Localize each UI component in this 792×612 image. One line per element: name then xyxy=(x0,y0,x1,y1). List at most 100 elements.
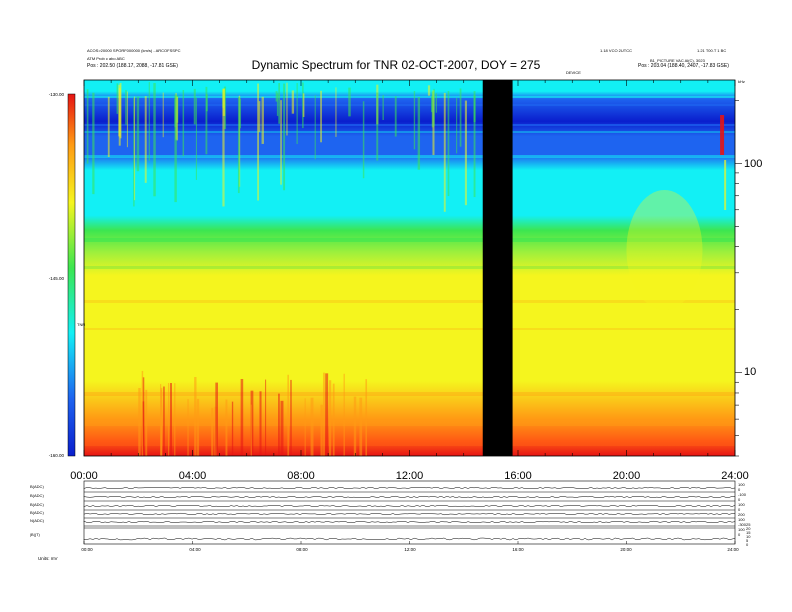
panel-tick: 100 xyxy=(738,527,745,532)
colorbar-tick-top: -130.00 xyxy=(48,92,64,97)
panel-x-tick-label: 24:00 xyxy=(727,547,739,552)
upper-streak xyxy=(148,82,150,161)
header-left-line2: ATM Prob c abo ABC xyxy=(87,56,125,61)
panel-tick: 0 xyxy=(738,487,741,492)
lower-streak xyxy=(359,397,363,456)
lower-streak xyxy=(353,396,357,456)
y-tick-label-100: 100 xyxy=(744,158,763,170)
lower-streak xyxy=(174,383,176,456)
upper-streak xyxy=(92,92,95,195)
panel-frame xyxy=(83,480,736,545)
x-tick-label: 16:00 xyxy=(504,470,532,482)
spectrum-band xyxy=(84,141,735,143)
data-gap-bar xyxy=(482,80,513,456)
upper-streak xyxy=(258,101,261,132)
upper-streak xyxy=(447,90,450,197)
lower-streak xyxy=(287,374,289,456)
spectrum-band xyxy=(84,266,735,269)
spectrum-band xyxy=(84,124,735,126)
upper-streak xyxy=(435,93,437,113)
upper-streak xyxy=(427,85,431,96)
header-right-line1: 1.18 VCO 2UTCC xyxy=(600,48,633,53)
upper-streak xyxy=(335,87,337,137)
colorbar-tick-bottom: -160.00 xyxy=(48,453,64,458)
upper-streak xyxy=(376,92,379,161)
panel-tick: 200 xyxy=(738,512,745,517)
panel-tick: 100 xyxy=(738,517,745,522)
upper-streak xyxy=(459,88,462,147)
spectrum-band xyxy=(84,155,735,158)
lower-streak xyxy=(304,398,306,456)
panel-x-tick-label: 08:00 xyxy=(296,547,308,552)
colorbar-label: TNR xyxy=(77,322,86,327)
colorbar xyxy=(68,94,75,456)
colorbar-tick-mid: -145.00 xyxy=(48,276,64,281)
panel-trace xyxy=(83,504,736,508)
upper-streak xyxy=(286,82,288,136)
panel-x-tick-label: 16:00 xyxy=(512,547,524,552)
burst-tail xyxy=(724,160,727,210)
upper-streak xyxy=(320,90,322,143)
lower-streak xyxy=(168,383,170,456)
spectrum-band xyxy=(84,300,735,303)
upper-streak xyxy=(275,91,278,102)
panel-label: |B|(T) xyxy=(30,532,40,537)
header-right-line2: B1_PICTURE VAC Al(C), 3023 xyxy=(650,58,705,63)
lower-streak xyxy=(250,404,252,456)
emission-patch xyxy=(626,190,703,310)
spectrum-band xyxy=(84,131,735,133)
upper-streak xyxy=(362,101,365,179)
panel-tick: -300 xyxy=(738,522,747,527)
units-footer: Units: mV xyxy=(38,556,58,561)
spectrum-band xyxy=(84,440,735,446)
upper-streak xyxy=(257,83,259,201)
panel-x-tick-label: 12:00 xyxy=(404,547,416,552)
upper-streak xyxy=(182,90,185,157)
panel-tick: 25 xyxy=(746,522,751,527)
colorbar-frame xyxy=(67,93,76,457)
x-tick-label: 04:00 xyxy=(178,470,207,482)
panel-label: N(ADC) xyxy=(30,518,44,523)
x-tick-label: 00:00 xyxy=(70,470,98,482)
upper-streak xyxy=(280,100,282,185)
upper-streak xyxy=(195,97,197,180)
upper-streak xyxy=(261,96,264,144)
header-right-line3: Pos : 203.04 (188.40, 2407, -17.83 GSE) xyxy=(638,63,729,69)
upper-streak xyxy=(464,100,467,206)
panel-x-tick-label: 04:00 xyxy=(189,547,201,552)
upper-streak xyxy=(382,95,384,121)
panel-tick: 100 xyxy=(738,502,745,507)
panel-label: B(ADC) xyxy=(30,493,44,498)
upper-streak xyxy=(133,97,135,207)
header-center-small: DEVICE xyxy=(566,70,581,75)
panel-tick: 5 xyxy=(746,538,749,543)
upper-streak xyxy=(443,92,446,212)
panel-label: B(ADC) xyxy=(30,510,44,515)
upper-streak xyxy=(278,83,281,124)
header-right-line1b: 1.21 T00.T 1 BC xyxy=(697,48,727,53)
spectrum-band xyxy=(84,88,735,91)
upper-streak xyxy=(174,94,177,203)
lower-streak xyxy=(141,370,144,456)
data-gap-layer xyxy=(482,80,513,456)
spectrum-band xyxy=(84,238,735,242)
panel-x-tick-label: 20:00 xyxy=(620,547,632,552)
lower-streak xyxy=(163,386,165,456)
panel-trace xyxy=(83,486,736,490)
upper-streak xyxy=(136,96,140,172)
x-tick-label: 20:00 xyxy=(612,470,641,482)
spectrum-band xyxy=(84,328,735,330)
small-panels xyxy=(83,480,736,545)
lower-streak xyxy=(343,373,345,456)
panel-tick: 10 xyxy=(746,534,751,539)
upper-streak xyxy=(417,97,421,170)
lower-streak xyxy=(231,401,234,456)
upper-streak xyxy=(348,87,351,117)
lower-streak xyxy=(145,389,148,456)
lower-streak xyxy=(328,380,332,456)
upper-streak xyxy=(473,91,476,198)
lower-streak xyxy=(332,383,335,456)
lower-streak xyxy=(138,388,141,456)
upper-streak xyxy=(193,88,196,125)
upper-streak xyxy=(126,91,128,148)
